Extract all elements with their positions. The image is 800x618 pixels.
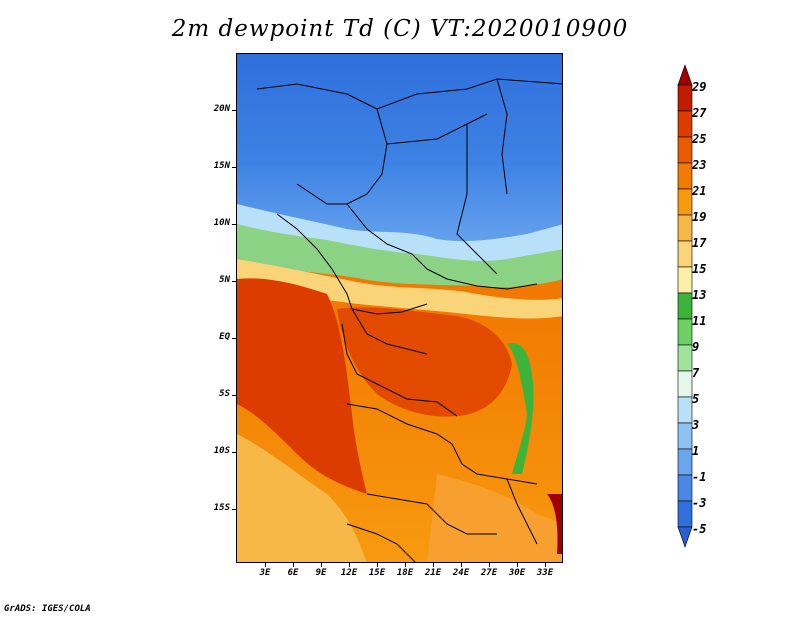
colorbar-label: 27: [692, 106, 707, 120]
colorbar-label: 15: [692, 262, 707, 276]
lat-tick-label: EQ: [219, 332, 230, 342]
lat-tick-label: 15S: [213, 503, 230, 513]
colorbar-label: 17: [692, 236, 707, 250]
map-canvas: [237, 54, 562, 562]
colorbar-label: 5: [692, 392, 700, 406]
south-east-area: [427, 474, 562, 562]
lon-tick-label: 33E: [536, 568, 554, 578]
lon-tick: [293, 563, 294, 567]
colorbar-swatch: [677, 136, 693, 164]
colorbar-swatch: [677, 240, 693, 268]
footer-credit: GrADS: IGES/COLA: [4, 604, 91, 614]
lake-area: [547, 494, 562, 554]
lon-tick-label: 24E: [452, 568, 470, 578]
colorbar-swatch: [677, 162, 693, 190]
colorbar: [677, 64, 693, 548]
colorbar-swatch: [677, 448, 693, 476]
lat-tick-label: 5N: [219, 275, 230, 285]
colorbar-swatch: [677, 318, 693, 346]
lat-tick: [232, 167, 236, 168]
lat-tick: [232, 224, 236, 225]
colorbar-label: 29: [692, 80, 707, 94]
country-borders: [256, 78, 562, 562]
lon-tick: [461, 563, 462, 567]
colorbar-label: 9: [692, 340, 700, 354]
lon-tick: [517, 563, 518, 567]
lat-tick: [232, 110, 236, 111]
moist-coast-area: [237, 278, 367, 494]
lon-tick-label: 30E: [508, 568, 526, 578]
lon-tick-label: 15E: [368, 568, 386, 578]
lon-tick-label: 21E: [424, 568, 442, 578]
colorbar-label: 11: [692, 314, 707, 328]
lon-tick: [545, 563, 546, 567]
lat-tick: [232, 281, 236, 282]
moist-congo-area: [337, 307, 512, 417]
colorbar-label: 3: [692, 418, 700, 432]
dry-north-field: [237, 54, 562, 254]
lon-tick: [321, 563, 322, 567]
colorbar-label: -1: [692, 470, 707, 484]
lon-tick: [349, 563, 350, 567]
colorbar-swatch: [677, 292, 693, 320]
lat-tick-label: 20N: [213, 104, 230, 114]
lat-tick-label: 10S: [213, 446, 230, 456]
colorbar-swatch: [677, 214, 693, 242]
colorbar-swatch: [677, 396, 693, 424]
chart-title: 2m dewpoint Td (C) VT:2020010900: [171, 16, 629, 42]
lon-tick-label: 6E: [287, 568, 299, 578]
lon-tick-label: 3E: [259, 568, 271, 578]
colorbar-label: 13: [692, 288, 707, 302]
colorbar-label: 1: [692, 444, 700, 458]
colorbar-label: -5: [692, 522, 707, 536]
lat-tick-label: 10N: [213, 218, 230, 228]
colorbar-label: 7: [692, 366, 700, 380]
colorbar-swatch: [677, 474, 693, 502]
lon-tick: [433, 563, 434, 567]
colorbar-label: 23: [692, 158, 707, 172]
colorbar-label: -3: [692, 496, 707, 510]
colorbar-swatch: [677, 500, 693, 528]
lat-tick: [232, 395, 236, 396]
lat-tick-label: 15N: [213, 161, 230, 171]
transition-band-yellow: [237, 259, 562, 319]
lon-tick-label: 9E: [315, 568, 327, 578]
lon-tick-label: 18E: [396, 568, 414, 578]
lon-tick-label: 27E: [480, 568, 498, 578]
lon-tick: [377, 563, 378, 567]
dewpoint-map: [236, 53, 563, 563]
colorbar-label: 25: [692, 132, 707, 146]
lat-tick: [232, 338, 236, 339]
colorbar-swatch: [677, 370, 693, 398]
colorbar-swatch: [677, 64, 693, 86]
colorbar-swatch: [677, 422, 693, 450]
colorbar-label: 21: [692, 184, 707, 198]
lon-tick: [489, 563, 490, 567]
colorbar-label: 19: [692, 210, 707, 224]
transition-band-green: [237, 224, 562, 288]
colorbar-swatch: [677, 84, 693, 112]
colorbar-swatch: [677, 110, 693, 138]
lat-tick-label: 5S: [219, 389, 230, 399]
lon-tick: [265, 563, 266, 567]
lon-tick-label: 12E: [340, 568, 358, 578]
colorbar-swatch: [677, 344, 693, 372]
lon-tick: [405, 563, 406, 567]
colorbar-swatch: [677, 188, 693, 216]
colorbar-swatch: [677, 526, 693, 548]
lat-tick: [232, 509, 236, 510]
rift-valley-area: [507, 343, 534, 474]
south-west-area: [237, 434, 367, 562]
colorbar-swatch: [677, 266, 693, 294]
lat-tick: [232, 452, 236, 453]
